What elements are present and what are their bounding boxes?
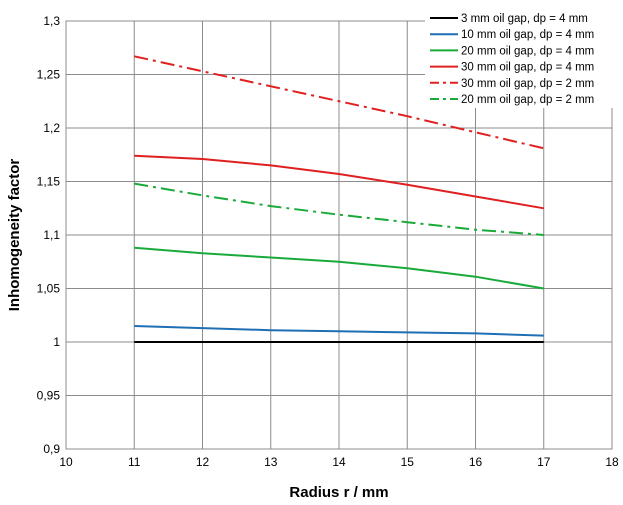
legend-entry-1: 10 mm oil gap, dp = 4 mm <box>461 29 594 41</box>
y-tick-label: 1,05 <box>37 282 61 296</box>
legend-entry-4: 30 mm oil gap, dp = 2 mm <box>461 78 594 90</box>
x-tick-label: 10 <box>59 455 73 469</box>
legend-entry-0: 3 mm oil gap, dp = 4 mm <box>461 13 588 25</box>
y-tick-labels: 0,9 0,95 1 1,05 1,1 1,15 1,2 1,25 1,3 <box>37 14 61 456</box>
y-tick-label: 1 <box>53 335 60 349</box>
series-line-1 <box>134 325 544 337</box>
series-line-2 <box>134 246 544 290</box>
legend-background <box>425 6 622 108</box>
x-tick-label: 15 <box>401 455 415 469</box>
x-tick-label: 17 <box>537 455 551 469</box>
series-line-3 <box>134 154 544 210</box>
x-tick-label: 12 <box>196 455 210 469</box>
legend-entry-2: 20 mm oil gap, dp = 4 mm <box>461 45 594 57</box>
x-axis-label: Radius r / mm <box>289 484 388 501</box>
legend-entry-5: 20 mm oil gap, dp = 2 mm <box>461 94 594 106</box>
series-line-4 <box>134 55 545 150</box>
legend: 3 mm oil gap, dp = 4 mm 10 mm oil gap, dp… <box>425 6 622 108</box>
y-tick-label: 0,9 <box>43 442 60 456</box>
x-tick-label: 13 <box>264 455 278 469</box>
y-tick-label: 1,15 <box>37 175 61 189</box>
x-tick-label: 14 <box>332 455 346 469</box>
x-tick-labels: 10 11 12 13 14 15 16 17 18 <box>59 455 619 469</box>
x-tick-label: 18 <box>605 455 619 469</box>
x-tick-label: 11 <box>128 455 141 469</box>
y-tick-label: 1,1 <box>43 228 60 242</box>
y-tick-label: 0,95 <box>37 389 61 403</box>
y-tick-label: 1,3 <box>43 14 60 28</box>
x-tick-label: 16 <box>469 455 483 469</box>
plot-area-frame <box>65 20 613 450</box>
y-tick-label: 1,2 <box>43 121 60 135</box>
series-lines <box>134 55 545 343</box>
y-axis-label: Inhomogeneity factor <box>6 159 23 312</box>
y-tick-label: 1,25 <box>37 68 61 82</box>
legend-entry-3: 30 mm oil gap, dp = 4 mm <box>461 62 594 74</box>
series-line-5 <box>134 182 544 236</box>
